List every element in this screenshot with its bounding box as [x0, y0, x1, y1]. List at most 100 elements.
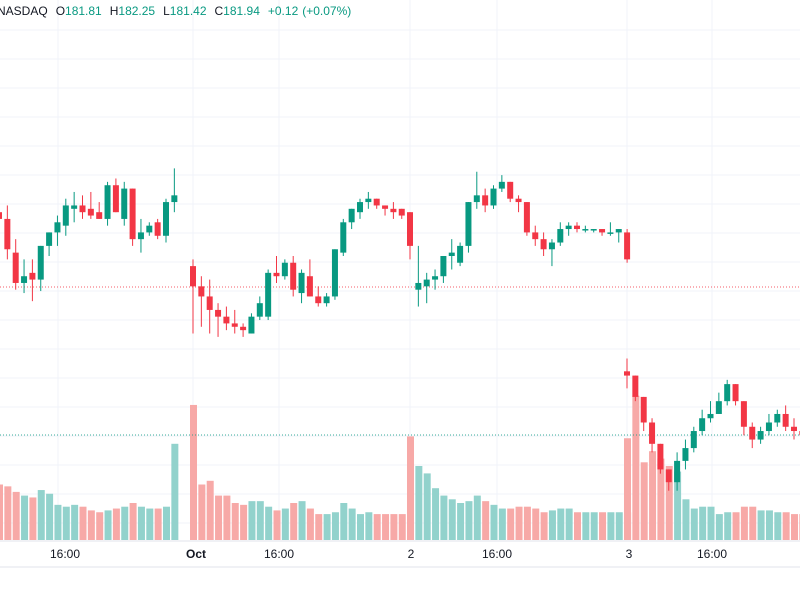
volume-bar — [298, 501, 306, 540]
x-tick-label: 16:00 — [50, 547, 80, 561]
volume-bar — [457, 503, 465, 540]
candle-body — [649, 422, 656, 444]
volume-bar — [690, 508, 698, 540]
volume-bar — [198, 484, 206, 540]
volume-bar — [415, 466, 423, 540]
volume-bar — [348, 508, 356, 540]
open-label: O — [55, 4, 66, 18]
volume-bar — [473, 495, 481, 540]
volume-bar — [240, 504, 248, 540]
candle-body — [340, 222, 347, 253]
volume-bar — [154, 508, 162, 540]
volume-bar — [96, 512, 104, 540]
volume-bar — [21, 495, 29, 540]
volume-bar — [574, 512, 581, 540]
volume-bar — [112, 508, 120, 540]
volume-bar — [657, 458, 665, 540]
candle-body — [482, 195, 489, 206]
symbol-exchange: NASDAQ — [0, 4, 48, 18]
volume-bar — [146, 508, 154, 540]
volume-bar — [331, 512, 339, 540]
candle-body — [765, 422, 772, 432]
candle-body — [290, 262, 297, 290]
volume-bar — [79, 506, 87, 540]
candle-body — [749, 426, 756, 440]
candle-body — [154, 222, 161, 236]
volume-bar — [707, 506, 715, 540]
candle-body — [473, 195, 480, 203]
candle-body — [331, 249, 338, 297]
close-label: C — [214, 4, 224, 18]
volume-bar — [87, 510, 95, 540]
candle-body — [715, 401, 722, 414]
volume-bar — [306, 508, 314, 540]
candle-body — [690, 431, 697, 449]
candle-body — [121, 188, 128, 219]
candle-body — [590, 229, 597, 231]
volume-bar — [29, 497, 37, 540]
candle-body — [490, 188, 497, 206]
candle-body — [129, 188, 136, 240]
volume-bar — [699, 506, 707, 540]
volume-bar — [757, 510, 765, 540]
candle-body — [190, 266, 196, 287]
candle-body — [4, 218, 11, 250]
volume-bar — [163, 506, 170, 540]
candle-body — [699, 418, 706, 432]
open-value: 181.81 — [65, 4, 102, 18]
volume-bar — [4, 486, 12, 540]
candle-body — [665, 469, 672, 483]
low-label: L — [163, 4, 170, 18]
candle-body — [215, 309, 222, 317]
volume-bar — [774, 512, 782, 540]
volume-bar — [365, 512, 373, 540]
volume-bar — [121, 506, 129, 540]
candle-body — [137, 232, 144, 240]
candle-body — [548, 242, 555, 250]
close-value: 181.94 — [223, 4, 260, 18]
volume-bar — [465, 501, 473, 540]
volume-bar — [782, 512, 790, 540]
volume-bar — [190, 404, 197, 540]
volume-bar — [62, 506, 70, 540]
volume-bar — [46, 493, 54, 540]
candle-body — [724, 384, 731, 402]
volume-bar — [532, 508, 540, 540]
candle-body — [582, 229, 589, 231]
candle-body — [46, 232, 53, 246]
volume-bar — [732, 512, 740, 540]
candle-body — [365, 198, 372, 203]
volume-bar — [498, 508, 506, 540]
candle-body — [382, 205, 389, 209]
candle-body — [465, 202, 472, 246]
volume-bar — [515, 506, 523, 540]
volume-bar — [373, 514, 381, 540]
candle-body — [198, 286, 205, 297]
volume-bar — [315, 514, 323, 540]
volume-bar — [724, 512, 732, 540]
low-value: 181.42 — [169, 4, 207, 18]
volume-bar — [37, 490, 45, 540]
change-percent: (+0.07%) — [302, 4, 352, 18]
candle-body — [306, 276, 313, 297]
candle-body — [448, 252, 455, 256]
candle-body — [782, 413, 789, 427]
candle-body — [29, 272, 36, 280]
volume-bar — [507, 508, 515, 540]
candle-body — [315, 296, 322, 304]
volume-bar — [231, 503, 239, 540]
volume-bar — [129, 503, 137, 540]
volume-bar — [0, 484, 3, 540]
volume-bar — [340, 503, 348, 540]
candle-body — [62, 205, 69, 226]
candle-body — [231, 323, 238, 327]
candle-body — [390, 208, 397, 213]
candle-body — [112, 185, 119, 213]
candle-body — [163, 202, 169, 236]
candle-body — [574, 225, 580, 230]
candle-body — [507, 181, 514, 199]
volume-bar — [323, 514, 331, 540]
volume-bar — [104, 510, 112, 540]
volume-bar — [382, 514, 390, 540]
